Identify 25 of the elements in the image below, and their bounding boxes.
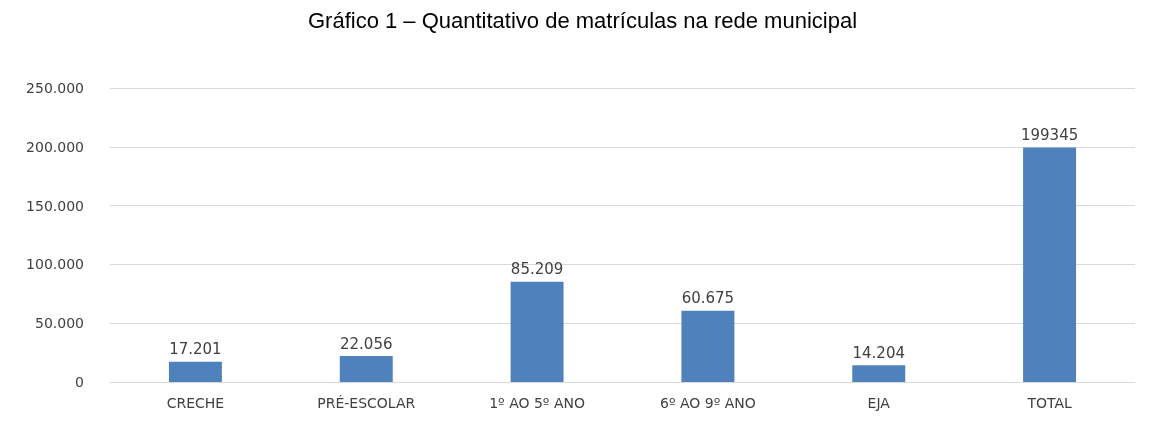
data-label: 85.209 <box>510 260 564 279</box>
y-tick-label: 50.000 <box>35 315 84 332</box>
data-label: 199345 <box>1020 126 1079 145</box>
y-tick-label: 0 <box>75 374 84 390</box>
bar <box>168 361 222 382</box>
bar <box>510 281 564 382</box>
x-tick-label: PRÉ-ESCOLAR <box>317 395 416 411</box>
y-tick-label: 100.000 <box>26 256 84 273</box>
x-tick-label: CRECHE <box>166 395 225 411</box>
x-tick-label: 1º AO 5º ANO <box>489 395 585 411</box>
bar <box>681 310 735 382</box>
bar <box>1023 147 1077 382</box>
data-label: 17.201 <box>169 340 222 359</box>
y-tick-label: 250.000 <box>26 80 84 96</box>
y-tick-label: 150.000 <box>26 197 84 214</box>
bar <box>339 356 393 382</box>
x-tick-label: TOTAL <box>1026 395 1072 411</box>
x-tick-label: 6º AO 9º ANO <box>660 395 756 411</box>
chart-title: Gráfico 1 – Quantitativo de matrículas na rede municipal <box>307 7 858 33</box>
x-tick-label: EJA <box>867 395 891 411</box>
y-tick-label: 200.000 <box>26 138 84 155</box>
data-label: 14.204 <box>852 343 905 362</box>
data-label: 22.056 <box>340 334 393 353</box>
bar <box>852 365 906 382</box>
data-label: 60.675 <box>681 289 735 308</box>
